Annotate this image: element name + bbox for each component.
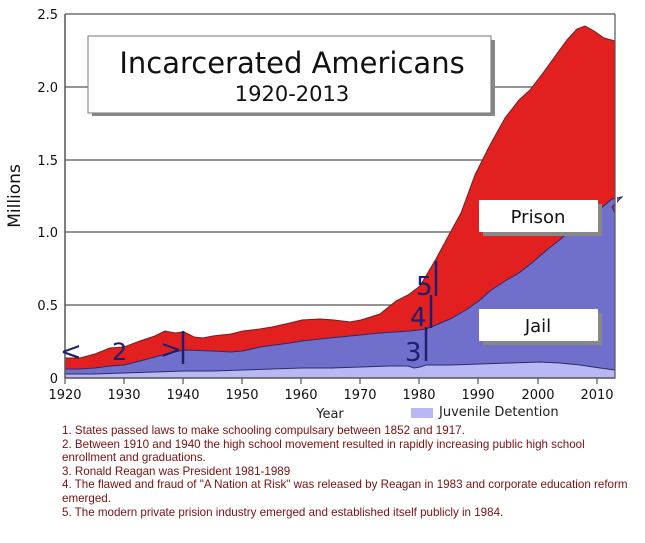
svg-text:0.5: 0.5 — [37, 299, 58, 314]
svg-text:2.0: 2.0 — [37, 81, 58, 96]
x-axis-label: Year — [315, 407, 344, 420]
svg-text:2000: 2000 — [521, 388, 554, 403]
legend: Juvenile Detention — [411, 405, 559, 420]
juvenile-detention-area — [64, 361, 616, 379]
footnote-5: 5. The modern private prision industry e… — [62, 505, 504, 519]
x-ticks — [64, 378, 598, 384]
footnotes: 1. States passed laws to make schooling … — [62, 424, 642, 519]
annotation-3: 3 — [405, 338, 422, 368]
annotation-open-bracket: < — [60, 337, 82, 367]
svg-text:1.5: 1.5 — [37, 154, 58, 169]
jail-label-box: Jail — [479, 309, 602, 345]
prison-label-box: Prison — [479, 200, 602, 236]
svg-text:1930: 1930 — [107, 388, 140, 403]
footnote-3: 3. Ronald Reagan was President 1981-1989 — [62, 464, 291, 478]
y-axis-label: Millions — [5, 164, 25, 228]
footnote-4: 4. The flawed and fraud of "A Nation at … — [62, 478, 628, 505]
jail-label: Jail — [524, 316, 551, 337]
svg-text:1990: 1990 — [461, 388, 494, 403]
svg-text:1980: 1980 — [402, 388, 435, 403]
footnote-1: 1. States passed laws to make schooling … — [62, 424, 465, 437]
svg-text:1950: 1950 — [225, 388, 258, 403]
x-tick-labels: 1920 1930 1940 1950 1960 1970 1980 1990 … — [48, 388, 613, 403]
juvenile-detention-swatch — [411, 407, 433, 418]
annotation-2: 2 — [112, 338, 127, 366]
svg-text:1970: 1970 — [343, 388, 376, 403]
svg-text:1.0: 1.0 — [37, 226, 58, 241]
svg-text:1960: 1960 — [284, 388, 317, 403]
svg-text:1940: 1940 — [166, 388, 199, 403]
incarceration-area-chart: 1920 1930 1940 1950 1960 1970 1980 1990 … — [5, 8, 624, 420]
svg-text:1920: 1920 — [48, 388, 81, 403]
annotation-5: 5 — [416, 272, 433, 302]
svg-text:2.5: 2.5 — [37, 8, 58, 23]
prison-label: Prison — [511, 207, 566, 228]
svg-text:2010: 2010 — [580, 388, 613, 403]
chart-subtitle: 1920-2013 — [235, 82, 349, 106]
prison-area — [64, 25, 616, 379]
y-tick-labels: 0 0.5 1.0 1.5 2.0 2.5 — [37, 8, 58, 387]
chart-title: Incarcerated Americans — [119, 46, 464, 80]
annotations: < 2 > 3 4 5 — [60, 261, 438, 368]
svg-text:0: 0 — [50, 372, 58, 387]
footnote-2: 2. Between 1910 and 1940 the high school… — [62, 437, 585, 465]
annotation-4: 4 — [410, 303, 427, 333]
title-box: Incarcerated Americans 1920-2013 — [87, 35, 495, 116]
annotation-close-bracket: > — [160, 335, 182, 365]
legend-label-juvenile: Juvenile Detention — [439, 405, 559, 420]
